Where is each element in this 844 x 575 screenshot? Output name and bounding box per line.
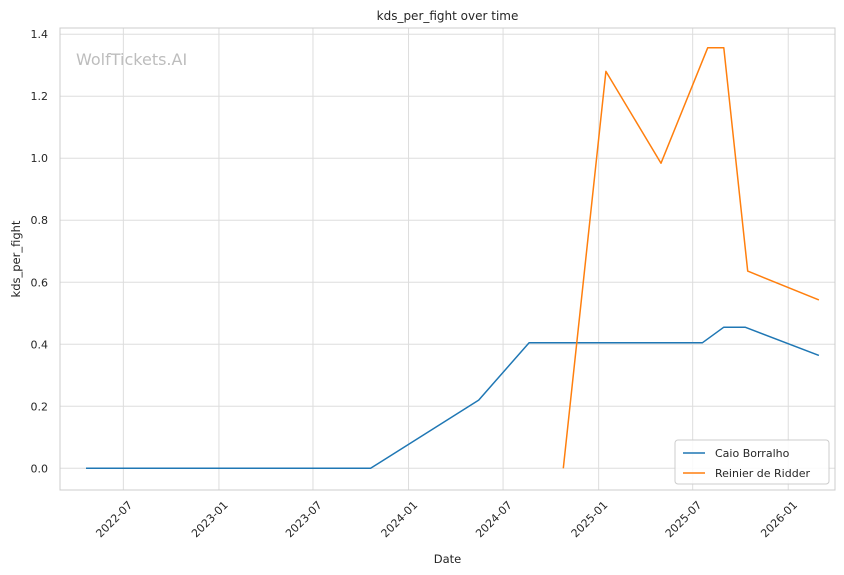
chart-title: kds_per_fight over time: [377, 9, 519, 23]
series-line-2: [562, 47, 820, 469]
legend-items: Caio Borralho Reinier de Ridder: [683, 447, 810, 480]
y-tick-label: 0.2: [31, 400, 49, 413]
y-tick-labels: 0.0 0.2 0.4 0.6 0.8 1.0 1.2 1.4: [31, 28, 49, 475]
y-axis-title: kds_per_fight: [9, 220, 23, 297]
series-line-1: [86, 326, 820, 470]
legend-label-2: Reinier de Ridder: [715, 467, 810, 480]
legend: Caio Borralho Reinier de Ridder: [674, 439, 830, 485]
y-tick-label: 0.8: [31, 214, 49, 227]
legend-label-1: Caio Borralho: [715, 447, 790, 460]
watermark-text: WolfTickets.AI: [76, 50, 187, 69]
y-tick-label: 0.0: [31, 462, 49, 475]
x-axis-title: Date: [434, 552, 462, 566]
plot-frame: [59, 27, 836, 491]
y-tick-label: 1.0: [31, 152, 49, 165]
y-tick-label: 1.2: [31, 90, 49, 103]
series-layer: [86, 47, 820, 470]
legend-box: [674, 439, 830, 485]
grid: [60, 28, 835, 490]
y-tick-label: 0.4: [31, 338, 49, 351]
y-tick-label: 0.6: [31, 276, 49, 289]
y-tick-label: 1.4: [31, 28, 49, 41]
